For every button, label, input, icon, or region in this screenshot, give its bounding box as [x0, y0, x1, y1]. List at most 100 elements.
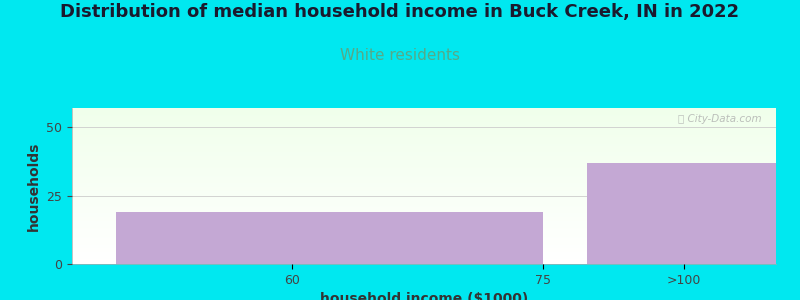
- Bar: [72, 234, 776, 236]
- Bar: [72, 165, 776, 166]
- Bar: [72, 259, 776, 260]
- Bar: [72, 150, 776, 151]
- Bar: [72, 237, 776, 238]
- Bar: [72, 236, 776, 237]
- Bar: [72, 131, 776, 133]
- Bar: [72, 191, 776, 193]
- Bar: [72, 133, 776, 134]
- Bar: [72, 221, 776, 222]
- Bar: [72, 207, 776, 208]
- Bar: [72, 256, 776, 257]
- Bar: [72, 112, 776, 113]
- Bar: [72, 169, 776, 170]
- Bar: [72, 246, 776, 247]
- Bar: [72, 118, 776, 120]
- Bar: [72, 239, 776, 241]
- Bar: [586, 163, 776, 264]
- Bar: [72, 251, 776, 252]
- Bar: [72, 179, 776, 181]
- Bar: [72, 143, 776, 144]
- Bar: [72, 195, 776, 196]
- Bar: [72, 172, 776, 173]
- Bar: [72, 194, 776, 195]
- Bar: [72, 124, 776, 125]
- Bar: [72, 217, 776, 218]
- Bar: [72, 242, 776, 243]
- Bar: [72, 147, 776, 148]
- Bar: [72, 250, 776, 251]
- Bar: [72, 161, 776, 163]
- Bar: [72, 158, 776, 159]
- Bar: [72, 196, 776, 198]
- Bar: [72, 129, 776, 130]
- Bar: [72, 136, 776, 138]
- Bar: [72, 202, 776, 203]
- Bar: [72, 178, 776, 179]
- Bar: [72, 139, 776, 140]
- Bar: [72, 152, 776, 154]
- Bar: [72, 230, 776, 232]
- Text: ⓘ City-Data.com: ⓘ City-Data.com: [678, 114, 762, 124]
- Bar: [72, 244, 776, 246]
- Bar: [72, 260, 776, 261]
- Bar: [72, 111, 776, 112]
- Bar: [72, 252, 776, 253]
- Bar: [72, 164, 776, 165]
- Bar: [72, 170, 776, 172]
- Bar: [72, 109, 776, 111]
- Bar: [72, 125, 776, 126]
- Bar: [72, 142, 776, 143]
- Bar: [72, 144, 776, 146]
- Bar: [72, 108, 776, 109]
- Bar: [72, 130, 776, 131]
- Bar: [72, 211, 776, 212]
- Bar: [72, 135, 776, 136]
- Bar: [72, 255, 776, 256]
- Bar: [72, 138, 776, 139]
- Bar: [116, 212, 542, 264]
- Bar: [72, 261, 776, 263]
- Bar: [72, 198, 776, 199]
- Bar: [72, 120, 776, 121]
- Bar: [72, 199, 776, 200]
- Bar: [72, 140, 776, 142]
- Bar: [72, 126, 776, 128]
- Bar: [72, 159, 776, 160]
- Bar: [72, 177, 776, 178]
- Bar: [72, 238, 776, 239]
- Bar: [72, 248, 776, 250]
- Bar: [72, 168, 776, 169]
- Bar: [72, 117, 776, 118]
- Bar: [72, 204, 776, 206]
- Bar: [72, 185, 776, 186]
- Bar: [72, 182, 776, 183]
- Bar: [72, 181, 776, 182]
- Bar: [72, 225, 776, 226]
- Bar: [72, 122, 776, 124]
- Y-axis label: households: households: [26, 141, 41, 231]
- Text: White residents: White residents: [340, 48, 460, 63]
- Bar: [72, 243, 776, 244]
- Bar: [72, 200, 776, 202]
- Bar: [72, 233, 776, 234]
- Bar: [72, 183, 776, 185]
- Bar: [72, 224, 776, 225]
- Bar: [72, 212, 776, 213]
- Bar: [72, 176, 776, 177]
- Bar: [72, 186, 776, 187]
- Bar: [72, 228, 776, 229]
- Bar: [72, 218, 776, 220]
- Bar: [72, 229, 776, 230]
- Bar: [72, 163, 776, 164]
- Bar: [72, 193, 776, 194]
- Bar: [72, 160, 776, 161]
- Bar: [72, 190, 776, 191]
- Bar: [72, 257, 776, 259]
- Bar: [72, 222, 776, 224]
- Bar: [72, 113, 776, 115]
- Bar: [72, 174, 776, 175]
- X-axis label: household income ($1000): household income ($1000): [320, 292, 528, 300]
- Bar: [72, 226, 776, 228]
- Bar: [72, 254, 776, 255]
- Bar: [72, 167, 776, 168]
